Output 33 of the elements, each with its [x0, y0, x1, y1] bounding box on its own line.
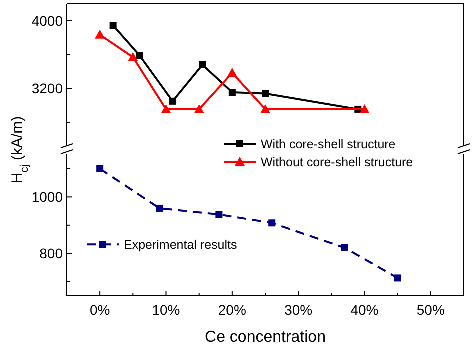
point [95, 30, 106, 39]
x-tick-label: 50% [416, 302, 445, 318]
point [194, 104, 204, 114]
point [260, 104, 270, 114]
legend-label: Without core-shell structure [261, 156, 414, 170]
x-tick-label: 0% [90, 302, 110, 318]
y-tick-label: 4000 [32, 12, 64, 29]
point [110, 22, 117, 30]
point [394, 274, 402, 282]
point [136, 52, 144, 60]
y-tick-label: 800 [40, 246, 64, 262]
point [169, 98, 176, 105]
point [227, 68, 238, 78]
point [161, 104, 172, 114]
y-tick-label: 3200 [32, 80, 64, 97]
legend-label: Experimental results [124, 238, 238, 252]
x-axis-title: Ce concentration [205, 329, 326, 346]
x-tick-label: 10% [152, 302, 180, 318]
point [96, 165, 104, 172]
x-tick-label: 30% [284, 302, 313, 318]
legend-label: With core-shell structure [261, 138, 396, 152]
point [341, 244, 348, 252]
point [199, 61, 206, 68]
point [228, 89, 236, 96]
x-tick-label: 20% [218, 302, 246, 318]
point [268, 220, 276, 227]
point [128, 52, 138, 62]
y-tick-label: 1000 [32, 189, 64, 206]
x-tick-label: 40% [350, 302, 379, 318]
point [262, 90, 269, 98]
point [360, 104, 370, 114]
point [156, 204, 164, 212]
point [216, 211, 223, 218]
